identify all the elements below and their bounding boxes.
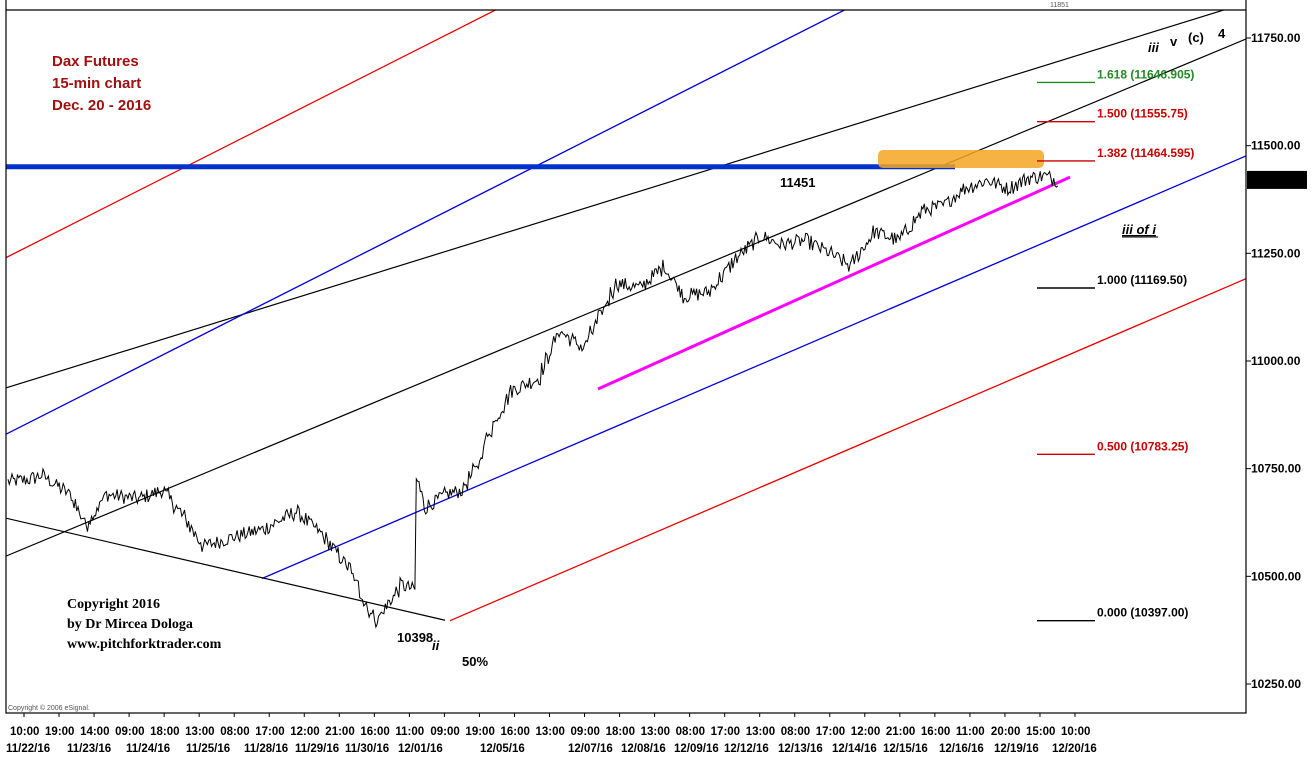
pitchfork-lower-inner-line bbox=[261, 155, 1246, 580]
x-tick-label-time: 10:00 bbox=[10, 726, 39, 738]
chart-subtitle: 15-min chart bbox=[52, 75, 141, 92]
chart-title: Dax Futures bbox=[52, 53, 139, 70]
x-tick-label-date: 12/05/16 bbox=[480, 743, 525, 755]
fib-level-label: 1.382 (11464.595) bbox=[1097, 146, 1194, 160]
x-tick-label-time: 17:00 bbox=[711, 726, 740, 738]
y-tick-label: 10250.00 bbox=[1251, 677, 1301, 691]
target-zone bbox=[878, 149, 1044, 169]
x-tick-label-date: 12/20/16 bbox=[1052, 743, 1097, 755]
pitchfork-lower-outer-line bbox=[449, 277, 1246, 622]
chart-subtitle: Dec. 20 - 2016 bbox=[52, 97, 151, 114]
wave-iii-label: iii bbox=[1148, 40, 1159, 55]
trigger-line bbox=[597, 175, 1071, 391]
chart-text: 11750.00 11500.00 11250.00 11000.00 10750.00… bbox=[6, 2, 1301, 755]
percent-label: 50% bbox=[462, 654, 488, 669]
x-tick-label-time: 12:00 bbox=[290, 726, 319, 738]
x-tick-label-time: 11:00 bbox=[395, 726, 424, 738]
x-tick-label-time: 13:00 bbox=[185, 726, 214, 738]
pitchfork-median-line-2 bbox=[6, 38, 1246, 557]
x-tick-label-time: 21:00 bbox=[886, 726, 915, 738]
iii-of-i-label: iii of i bbox=[1122, 222, 1156, 237]
fib-level-label: 1.000 (11169.50) bbox=[1097, 273, 1187, 287]
pitchfork-median-line bbox=[6, 10, 1226, 389]
fib-level-label: 1.500 (11555.75) bbox=[1097, 107, 1188, 121]
copyright-line: by Dr Mircea Dologa bbox=[67, 617, 193, 632]
x-tick-label-time: 17:00 bbox=[255, 726, 284, 738]
top-cut-value: 11851 bbox=[1050, 2, 1069, 9]
x-tick-label-time: 13:00 bbox=[641, 726, 670, 738]
x-tick-label-date: 12/07/16 bbox=[568, 743, 613, 755]
y-tick-label: 10500.00 bbox=[1251, 569, 1301, 583]
last-price-label: 11420.50 bbox=[1250, 173, 1300, 187]
x-tick-label-time: 20:00 bbox=[991, 726, 1020, 738]
x-tick-label-time: 21:00 bbox=[325, 726, 354, 738]
x-tick-label-time: 12:00 bbox=[851, 726, 880, 738]
plot-border bbox=[5, 0, 1247, 714]
x-tick-label-date: 11/23/16 bbox=[67, 743, 111, 755]
x-tick-label-time: 16:00 bbox=[921, 726, 950, 738]
x-tick-label-date: 11/29/16 bbox=[295, 743, 339, 755]
x-tick-label-time: 16:00 bbox=[360, 726, 389, 738]
x-tick-label-time: 13:00 bbox=[746, 726, 775, 738]
pitchfork-upper-outer-line bbox=[6, 10, 497, 259]
x-tick-label-time: 19:00 bbox=[465, 726, 494, 738]
resistance-value-label: 11451 bbox=[780, 175, 815, 190]
x-tick-label-date: 12/14/16 bbox=[832, 743, 877, 755]
x-tick-label-time: 15:00 bbox=[1026, 726, 1055, 738]
x-tick-label-time: 19:00 bbox=[45, 726, 74, 738]
x-tick-label-date: 11/25/16 bbox=[186, 743, 230, 755]
x-tick-label-date: 11/28/16 bbox=[244, 743, 288, 755]
y-tick-label: 11250.00 bbox=[1251, 246, 1301, 260]
x-tick-label-time: 09:00 bbox=[571, 726, 600, 738]
low-price-label: 10398 bbox=[397, 630, 433, 645]
x-tick-label-date: 11/30/16 bbox=[345, 743, 389, 755]
x-tick-label-time: 16:00 bbox=[500, 726, 529, 738]
x-tick-label-date: 12/15/16 bbox=[883, 743, 928, 755]
x-tick-label-time: 14:00 bbox=[80, 726, 109, 738]
x-tick-label-time: 08:00 bbox=[676, 726, 705, 738]
x-tick-label-date: 12/09/16 bbox=[674, 743, 719, 755]
x-tick-label-time: 18:00 bbox=[606, 726, 635, 738]
pitchfork-upper-inner-line bbox=[6, 10, 846, 435]
copyright-line: Copyright 2016 bbox=[67, 597, 160, 612]
x-tick-label-time: 08:00 bbox=[781, 726, 810, 738]
x-tick-label-time: 11:00 bbox=[956, 726, 985, 738]
fib-level-label: 0.500 (10783.25) bbox=[1097, 439, 1188, 453]
chart-frame bbox=[5, 0, 1307, 717]
esignal-copyright: Copyright © 2006 eSignal. bbox=[8, 704, 90, 712]
x-tick-label-date: 11/22/16 bbox=[6, 743, 50, 755]
wave-c-label: (c) bbox=[1188, 30, 1204, 45]
x-tick-label-date: 12/12/16 bbox=[724, 743, 769, 755]
wave-ii-label: ii bbox=[432, 638, 440, 653]
x-tick-label-date: 11/24/16 bbox=[126, 743, 170, 755]
x-tick-label-time: 08:00 bbox=[220, 726, 249, 738]
y-tick-label: 11750.00 bbox=[1251, 31, 1301, 45]
price-line bbox=[7, 170, 1059, 629]
x-tick-label-date: 12/16/16 bbox=[939, 743, 984, 755]
pitchfork-handle-line bbox=[6, 517, 446, 621]
x-tick-label-time: 13:00 bbox=[536, 726, 565, 738]
x-tick-label-time: 10:00 bbox=[1061, 726, 1090, 738]
x-tick-label-time: 17:00 bbox=[816, 726, 845, 738]
y-tick-label: 10750.00 bbox=[1251, 462, 1301, 476]
clipped-plot bbox=[6, 10, 1246, 629]
y-tick-label: 11000.00 bbox=[1251, 354, 1301, 368]
x-tick-label-date: 12/19/16 bbox=[994, 743, 1039, 755]
y-tick-label: 11500.00 bbox=[1251, 139, 1301, 153]
plot-area bbox=[6, 10, 1246, 629]
x-tick-label-time: 09:00 bbox=[115, 726, 144, 738]
x-tick-label-time: 18:00 bbox=[150, 726, 179, 738]
x-tick-label-date: 12/08/16 bbox=[621, 743, 666, 755]
fib-level-label: 1.618 (11646.905) bbox=[1097, 67, 1194, 81]
wave-v-label: v bbox=[1170, 34, 1178, 49]
copyright-line: www.pitchforktrader.com bbox=[67, 637, 222, 652]
x-tick-label-time: 09:00 bbox=[430, 726, 459, 738]
fib-level-label: 0.000 (10397.00) bbox=[1097, 606, 1188, 620]
x-tick-label-date: 12/01/16 bbox=[398, 743, 443, 755]
wave-4-label: 4 bbox=[1218, 26, 1226, 41]
last-price-badge bbox=[1247, 170, 1307, 189]
x-tick-label-date: 12/13/16 bbox=[778, 743, 823, 755]
